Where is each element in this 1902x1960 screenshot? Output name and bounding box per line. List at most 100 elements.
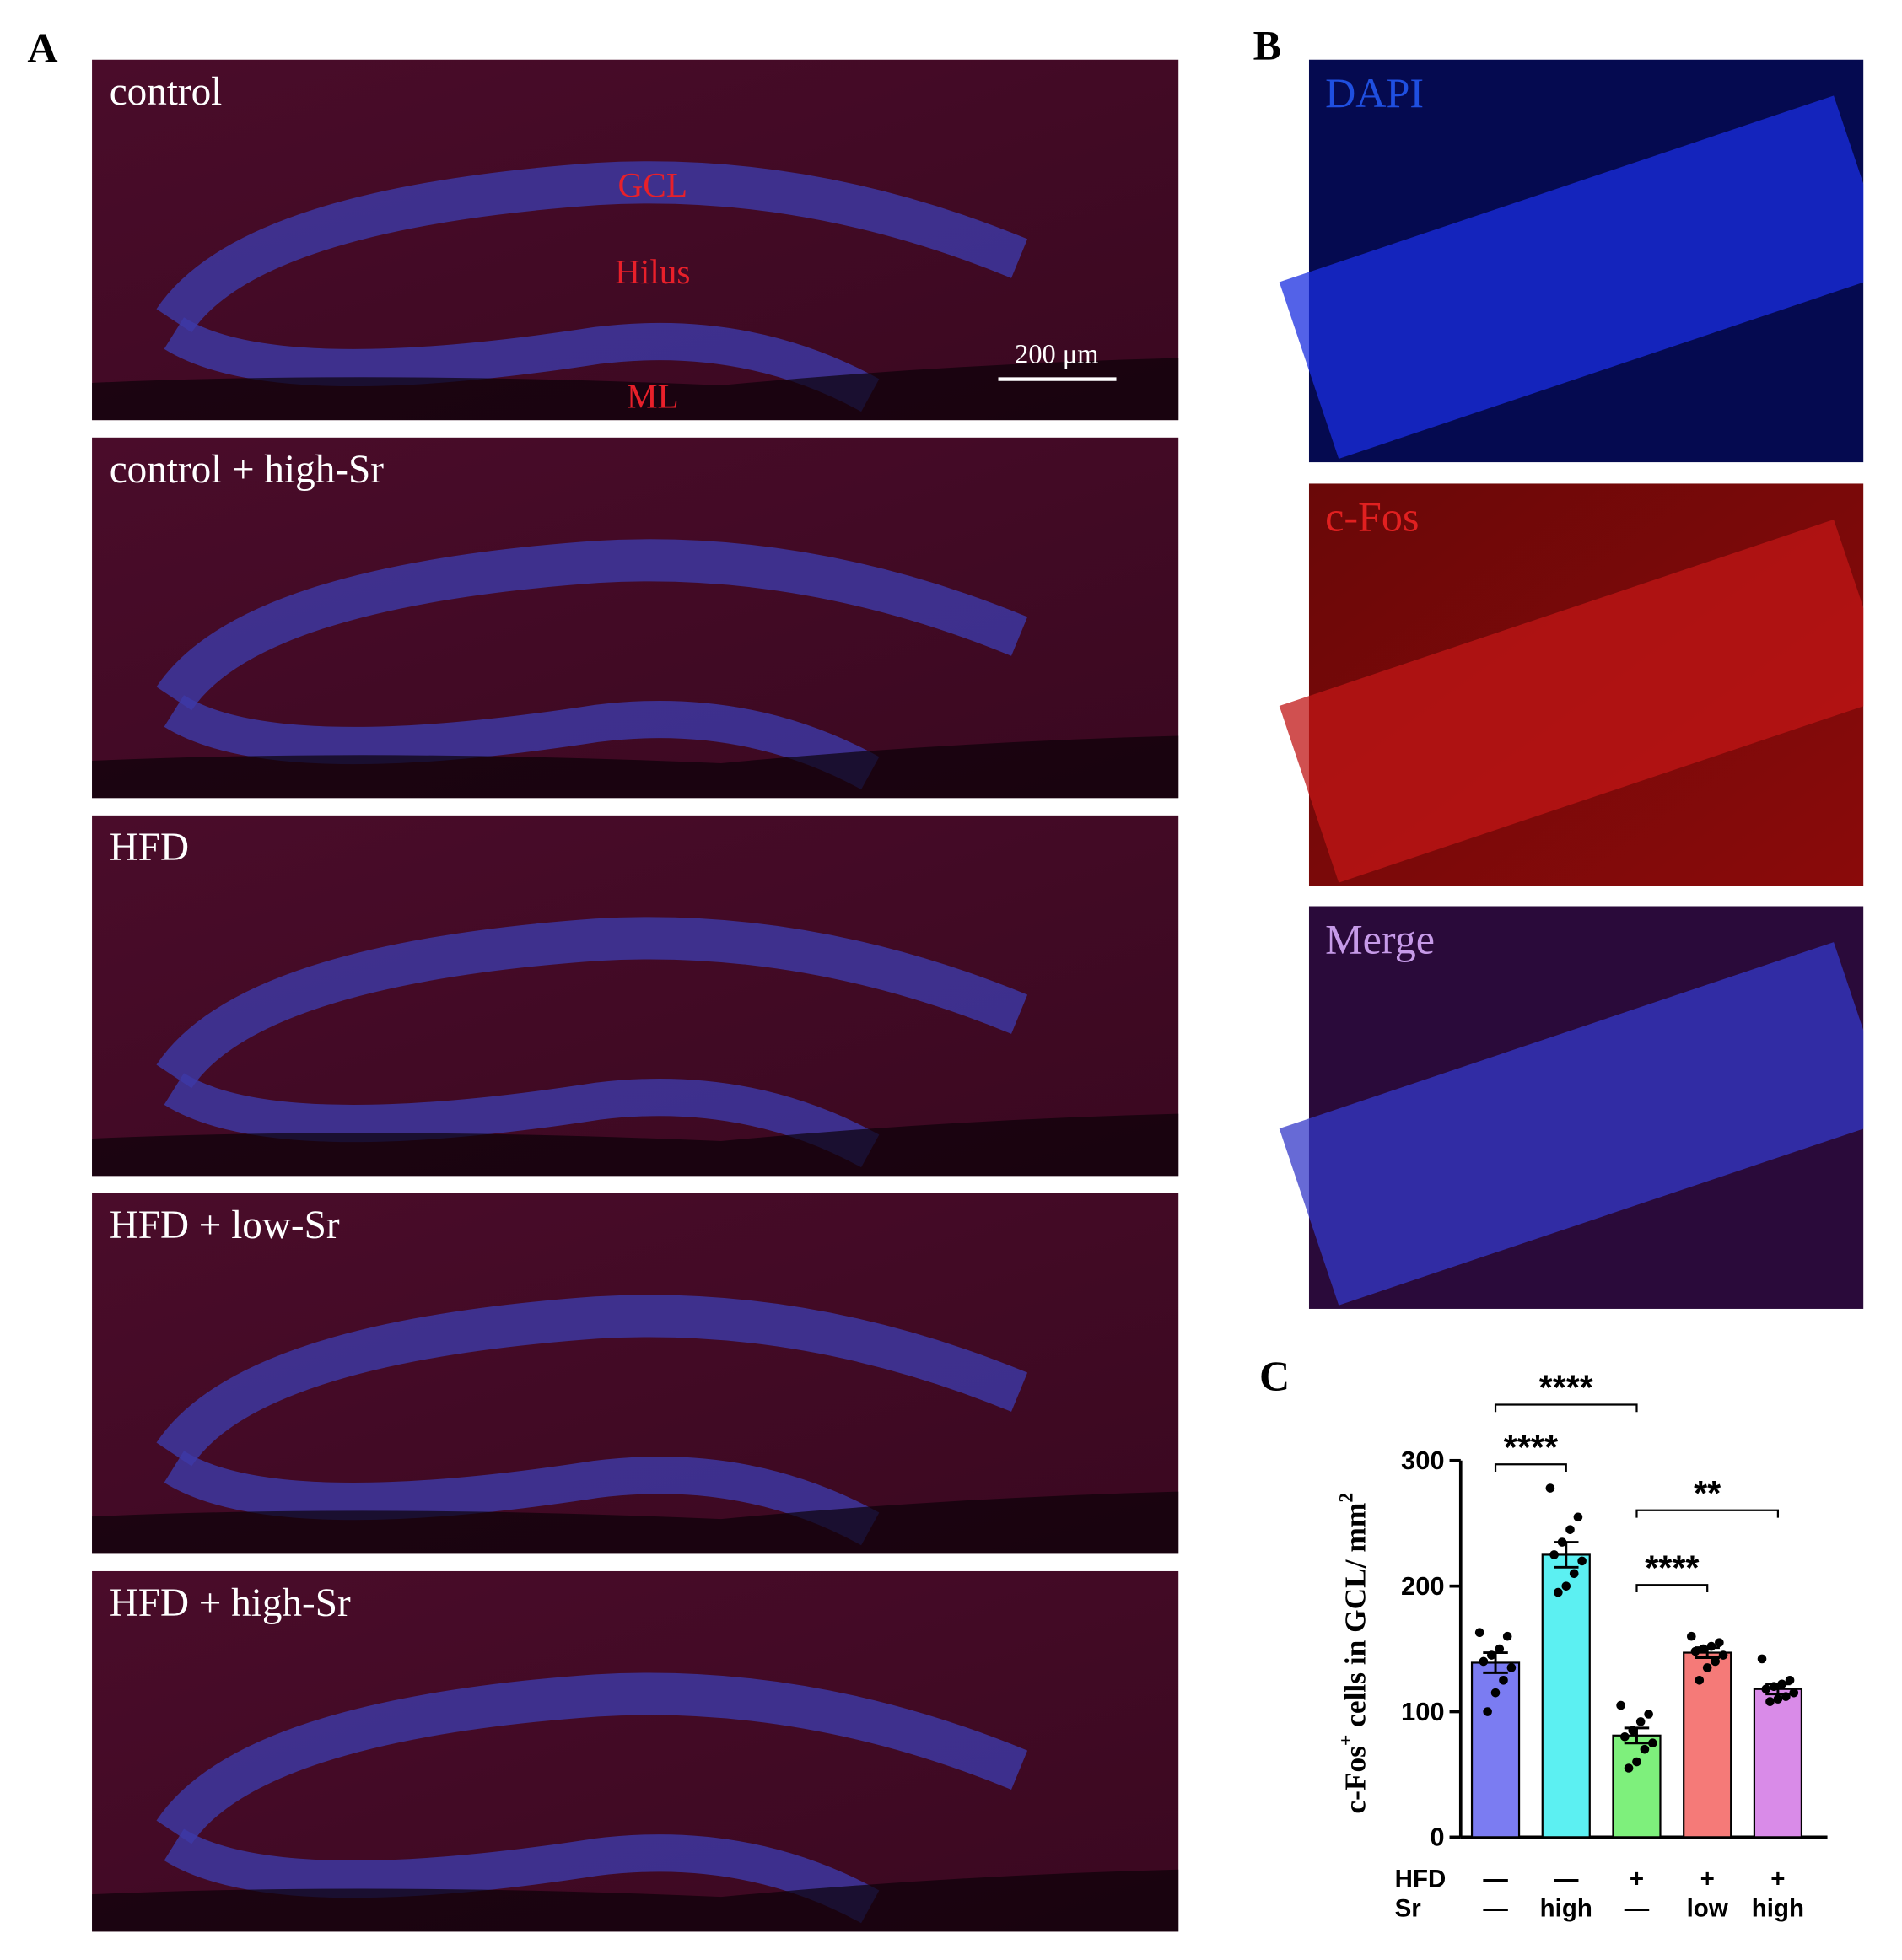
significance-bracket bbox=[1494, 1463, 1567, 1473]
data-point bbox=[1699, 1644, 1708, 1654]
x-tick-label: — bbox=[1554, 1865, 1579, 1893]
data-point bbox=[1765, 1697, 1775, 1706]
y-tick-label: 300 bbox=[1401, 1446, 1445, 1475]
cover bbox=[1292, 1308, 1878, 1334]
y-tick-label: 200 bbox=[1401, 1571, 1445, 1601]
cell-band bbox=[1279, 942, 1894, 1306]
x-tick-label: — bbox=[1483, 1895, 1508, 1923]
x-row-name: Sr bbox=[1395, 1895, 1422, 1923]
region-label: GCL bbox=[618, 165, 687, 204]
significance-bracket bbox=[1494, 1403, 1638, 1413]
scale-bar-label: 200 μm bbox=[1015, 339, 1098, 369]
tissue-edge bbox=[92, 735, 1179, 799]
x-tick-label: high bbox=[1540, 1895, 1592, 1923]
data-point bbox=[1785, 1675, 1795, 1685]
x-row-name: HFD bbox=[1395, 1865, 1447, 1893]
cover bbox=[1292, 462, 1878, 484]
data-point bbox=[1506, 1663, 1517, 1672]
image-label: HFD + high-Sr bbox=[110, 1581, 351, 1625]
data-point bbox=[1635, 1717, 1646, 1726]
data-point bbox=[1616, 1700, 1625, 1710]
y-tick-label: 100 bbox=[1401, 1697, 1445, 1726]
cover bbox=[1863, 49, 1902, 1331]
y-axis-label: c-Fos+ cells in GCL/ mm2 bbox=[1336, 1493, 1372, 1814]
data-point bbox=[1648, 1738, 1657, 1748]
y-label-part: 2 bbox=[1336, 1493, 1358, 1503]
data-point bbox=[1628, 1726, 1638, 1736]
data-point bbox=[1557, 1537, 1567, 1547]
granule-layer bbox=[164, 316, 880, 412]
data-point bbox=[1554, 1587, 1563, 1597]
data-point bbox=[1487, 1650, 1496, 1660]
x-tick-label: low bbox=[1687, 1895, 1728, 1923]
data-point bbox=[1561, 1581, 1571, 1591]
data-point bbox=[1757, 1654, 1767, 1664]
image-label: control + high-Sr bbox=[110, 448, 385, 492]
granule-layer bbox=[156, 1672, 1028, 1844]
data-point bbox=[1499, 1675, 1508, 1685]
data-point bbox=[1769, 1682, 1779, 1692]
data-point bbox=[1620, 1731, 1630, 1742]
significance-bracket bbox=[1635, 1509, 1780, 1518]
data-point bbox=[1706, 1641, 1716, 1651]
region-label: Hilus bbox=[615, 252, 690, 291]
x-tick-label: — bbox=[1625, 1895, 1650, 1923]
image-label: control bbox=[110, 70, 223, 114]
data-point bbox=[1495, 1644, 1505, 1654]
granule-layer bbox=[156, 161, 1028, 333]
bar bbox=[1683, 1651, 1732, 1839]
significance-label: **** bbox=[1645, 1548, 1700, 1587]
data-point bbox=[1715, 1638, 1724, 1647]
tissue-edge bbox=[92, 1113, 1179, 1177]
image-label: HFD + low-Sr bbox=[110, 1203, 340, 1247]
data-point bbox=[1777, 1679, 1786, 1689]
panel-letter: A bbox=[27, 24, 57, 72]
bar bbox=[1541, 1553, 1591, 1839]
significance-bracket bbox=[1635, 1584, 1709, 1593]
granule-layer bbox=[164, 1451, 880, 1546]
data-point bbox=[1702, 1663, 1712, 1672]
data-point bbox=[1761, 1684, 1771, 1694]
bar bbox=[1612, 1734, 1662, 1839]
granule-layer bbox=[164, 1073, 880, 1168]
data-point bbox=[1718, 1650, 1728, 1660]
x-tick-label: + bbox=[1770, 1865, 1785, 1893]
x-tick-label: + bbox=[1630, 1865, 1644, 1893]
bar bbox=[1753, 1688, 1803, 1839]
data-point bbox=[1549, 1550, 1559, 1559]
cell-band bbox=[1279, 519, 1894, 883]
granule-layer bbox=[156, 539, 1028, 711]
data-point bbox=[1711, 1656, 1720, 1667]
significance-label: **** bbox=[1539, 1369, 1594, 1408]
x-tick-label: + bbox=[1700, 1865, 1715, 1893]
x-tick-label: — bbox=[1483, 1865, 1508, 1893]
region-label: ML bbox=[627, 376, 679, 415]
panel-letter: B bbox=[1253, 22, 1281, 69]
tissue-edge bbox=[92, 1869, 1179, 1932]
significance-label: ** bbox=[1694, 1474, 1721, 1513]
granule-layer bbox=[164, 1828, 880, 1924]
data-point bbox=[1569, 1569, 1579, 1579]
data-point bbox=[1577, 1556, 1587, 1566]
y-label-part: c-Fos bbox=[1338, 1746, 1371, 1814]
data-point bbox=[1632, 1757, 1641, 1767]
data-point bbox=[1781, 1692, 1791, 1701]
data-point bbox=[1490, 1688, 1501, 1698]
image-label: HFD bbox=[110, 826, 189, 870]
tissue-edge bbox=[92, 1491, 1179, 1554]
cover bbox=[1292, 886, 1878, 907]
tissue-edge bbox=[92, 358, 1179, 421]
y-label-part: + bbox=[1336, 1735, 1358, 1746]
image-label: DAPI bbox=[1325, 69, 1424, 116]
granule-layer bbox=[164, 695, 880, 790]
data-point bbox=[1573, 1512, 1583, 1522]
data-point bbox=[1545, 1483, 1555, 1493]
panel-letter: C bbox=[1259, 1352, 1290, 1399]
image-label: c-Fos bbox=[1325, 493, 1419, 540]
y-tick-label: 0 bbox=[1430, 1823, 1444, 1852]
data-point bbox=[1565, 1525, 1575, 1534]
x-tick-label: high bbox=[1752, 1895, 1804, 1923]
data-point bbox=[1687, 1631, 1696, 1641]
